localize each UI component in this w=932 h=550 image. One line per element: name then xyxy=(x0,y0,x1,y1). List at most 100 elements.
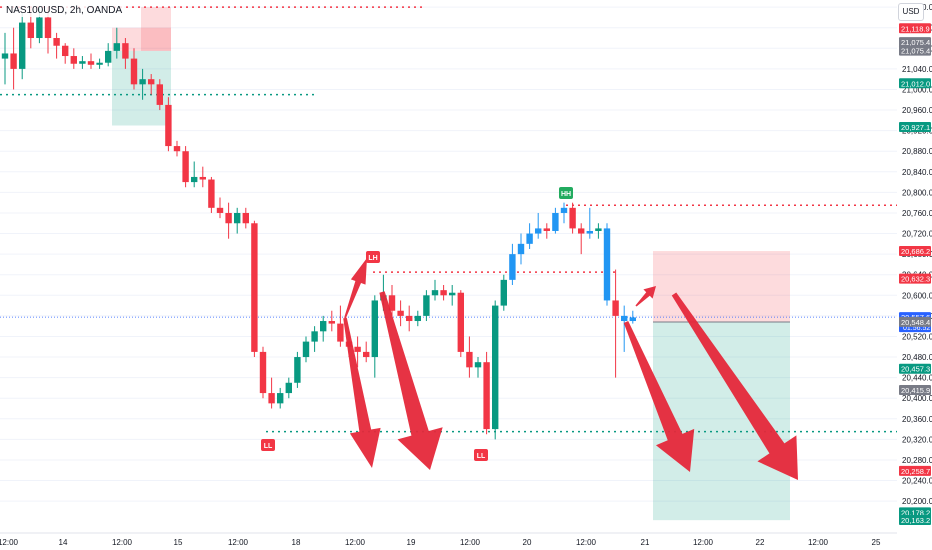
candle-body[interactable] xyxy=(19,22,26,69)
candle-body[interactable] xyxy=(36,17,43,39)
candle-body[interactable] xyxy=(70,56,77,64)
candle-body[interactable] xyxy=(621,315,628,322)
candle-body[interactable] xyxy=(320,321,327,332)
candle-body[interactable] xyxy=(199,176,206,180)
candle-body[interactable] xyxy=(148,79,155,85)
candle-body[interactable] xyxy=(251,223,258,352)
price-tag-label: 20,163.2 xyxy=(901,516,930,525)
candle-body[interactable] xyxy=(431,290,439,296)
price-tag xyxy=(899,363,931,374)
candle-body[interactable] xyxy=(208,179,215,208)
candle-body[interactable] xyxy=(96,62,103,65)
x-tick-label: 12:00 xyxy=(228,538,249,547)
candle-body[interactable] xyxy=(302,341,310,358)
candle-body[interactable] xyxy=(552,212,559,231)
candle-body[interactable] xyxy=(242,212,249,224)
candle-body[interactable] xyxy=(612,300,619,316)
swing-marker-label: LL xyxy=(264,443,273,450)
candle-body[interactable] xyxy=(294,357,301,383)
currency-button[interactable]: USD xyxy=(898,3,924,21)
symbol-legend[interactable]: NAS100USD, 2h, OANDA xyxy=(4,4,125,17)
candle-body[interactable] xyxy=(492,305,499,430)
candle-body[interactable] xyxy=(182,151,189,183)
candle-body[interactable] xyxy=(156,84,163,105)
x-tick-label: 12:00 xyxy=(345,538,366,547)
x-tick-label: 12:00 xyxy=(112,538,133,547)
candle-body[interactable] xyxy=(62,45,69,57)
candle-body[interactable] xyxy=(113,43,120,51)
candle-body[interactable] xyxy=(603,228,611,301)
candle-body[interactable] xyxy=(423,295,430,316)
candle-body[interactable] xyxy=(10,53,17,69)
y-tick-label: 20,600.0 xyxy=(902,291,932,300)
candle-body[interactable] xyxy=(225,212,232,224)
x-tick-label: 12:00 xyxy=(693,538,714,547)
candle-body[interactable] xyxy=(87,61,95,65)
candle-body[interactable] xyxy=(466,351,473,368)
candle-body[interactable] xyxy=(191,176,198,183)
candle-body[interactable] xyxy=(285,382,292,394)
candle-body[interactable] xyxy=(79,61,86,64)
candle-body[interactable] xyxy=(173,146,181,152)
candle-body[interactable] xyxy=(363,351,370,358)
candle-body[interactable] xyxy=(526,233,533,244)
candle-body[interactable] xyxy=(586,230,593,234)
candle-body[interactable] xyxy=(517,243,525,255)
candle-body[interactable] xyxy=(122,43,129,59)
candle-body[interactable] xyxy=(569,207,576,229)
candle-body[interactable] xyxy=(449,292,456,296)
candle-body[interactable] xyxy=(543,228,550,231)
candle-body[interactable] xyxy=(139,79,146,85)
x-tick-label: 14 xyxy=(59,538,68,547)
x-tick-label: 15 xyxy=(174,538,183,547)
candle-body[interactable] xyxy=(105,50,112,63)
candle-body[interactable] xyxy=(337,323,344,342)
candle-body[interactable] xyxy=(406,315,413,322)
candle-body[interactable] xyxy=(440,290,447,296)
price-tag-label: 21,075.4 xyxy=(901,38,930,47)
price-tag xyxy=(899,507,931,518)
swing-marker-label: LH xyxy=(368,255,377,262)
price-tag-label: 20,548.4 xyxy=(901,318,930,327)
candle-body[interactable] xyxy=(277,393,284,404)
candle-body[interactable] xyxy=(483,362,490,430)
price-tag xyxy=(899,37,931,48)
candle-body[interactable] xyxy=(457,292,464,352)
candle-body[interactable] xyxy=(354,346,361,352)
candle-body[interactable] xyxy=(328,321,335,324)
swing-marker-label: LL xyxy=(477,453,486,460)
candle-body[interactable] xyxy=(130,58,138,85)
candle-body[interactable] xyxy=(560,207,568,213)
candle-body[interactable] xyxy=(234,212,241,224)
price-tag xyxy=(899,515,931,526)
x-tick-label: 22 xyxy=(756,538,765,547)
candle-body[interactable] xyxy=(27,22,34,39)
candle-body[interactable] xyxy=(474,362,482,368)
candle-body[interactable] xyxy=(500,279,507,306)
candle-body[interactable] xyxy=(509,254,516,280)
candle-body[interactable] xyxy=(44,17,52,39)
candle-body[interactable] xyxy=(397,310,404,316)
candle-body[interactable] xyxy=(311,331,318,342)
candle-body[interactable] xyxy=(216,207,224,213)
price-tag-label: 20,927.1 xyxy=(901,123,930,132)
candle-body[interactable] xyxy=(1,53,9,59)
candle-body[interactable] xyxy=(259,351,267,394)
candle-body[interactable] xyxy=(268,393,275,404)
candle-body[interactable] xyxy=(629,317,636,322)
candle-body[interactable] xyxy=(535,228,542,234)
countdown-label: 01:56:52 xyxy=(903,325,930,332)
candle-body[interactable] xyxy=(53,38,60,46)
candle-body[interactable] xyxy=(578,228,585,234)
candle-body[interactable] xyxy=(388,295,396,311)
candle-body[interactable] xyxy=(414,315,421,322)
y-tick-label: 20,440.0 xyxy=(902,374,932,383)
price-tag xyxy=(899,316,931,327)
candle-body[interactable] xyxy=(371,300,378,358)
y-tick-label: 20,360.0 xyxy=(902,415,932,424)
swing-marker-label: HH xyxy=(561,191,571,198)
y-tick-label: 21,000.0 xyxy=(902,85,932,94)
candle-body[interactable] xyxy=(165,104,172,147)
candle-body[interactable] xyxy=(595,228,602,231)
